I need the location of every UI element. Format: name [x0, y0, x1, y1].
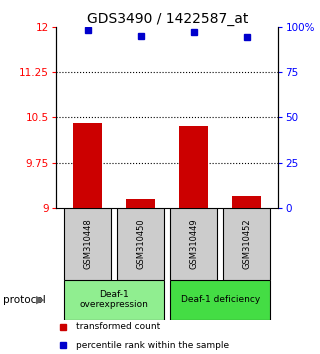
- Bar: [170, 208, 217, 280]
- Text: Deaf-1 deficiency: Deaf-1 deficiency: [180, 295, 260, 304]
- Text: GSM310449: GSM310449: [189, 218, 198, 269]
- Text: protocol: protocol: [3, 295, 46, 305]
- Text: Deaf-1
overexpression: Deaf-1 overexpression: [80, 290, 149, 309]
- Bar: [232, 196, 261, 208]
- Text: ▶: ▶: [36, 295, 44, 305]
- Bar: [64, 208, 111, 280]
- Text: transformed count: transformed count: [76, 322, 160, 331]
- Bar: [223, 208, 270, 280]
- Bar: [179, 126, 208, 208]
- Title: GDS3490 / 1422587_at: GDS3490 / 1422587_at: [86, 12, 248, 25]
- Text: GSM310452: GSM310452: [242, 218, 251, 269]
- Bar: [117, 208, 164, 280]
- Bar: [126, 199, 155, 208]
- Bar: [170, 280, 270, 320]
- Text: GSM310448: GSM310448: [83, 218, 92, 269]
- Bar: [64, 280, 164, 320]
- Bar: [73, 124, 102, 208]
- Text: percentile rank within the sample: percentile rank within the sample: [76, 341, 229, 350]
- Text: GSM310450: GSM310450: [136, 218, 145, 269]
